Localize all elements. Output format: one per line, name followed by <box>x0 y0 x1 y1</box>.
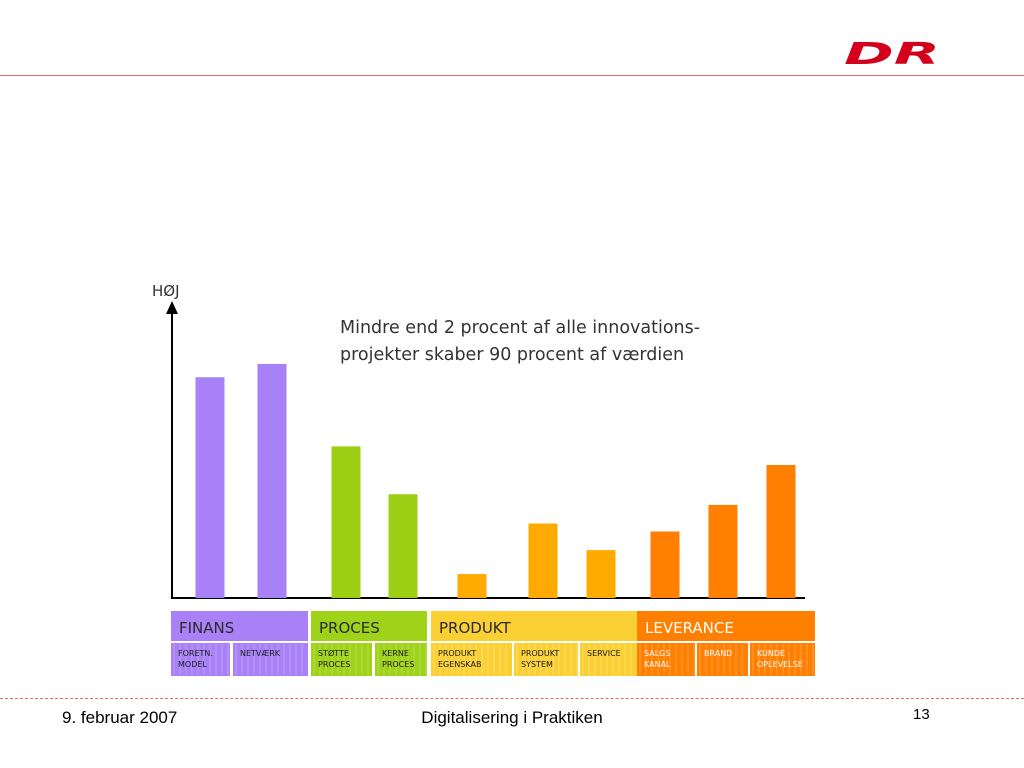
category-label-line: PROCES <box>382 660 414 669</box>
category-label-line: KANAL <box>644 660 671 669</box>
bar <box>650 531 680 598</box>
category-label-line: PRODUKT <box>438 649 476 658</box>
annotation-line-1: Mindre end 2 procent af alle innovations… <box>340 318 700 338</box>
group-header-label: PRODUKT <box>439 619 511 637</box>
category-label: FORETN. MODEL <box>178 649 213 669</box>
bar <box>457 574 487 598</box>
y-axis-arrow-icon <box>166 301 178 314</box>
group-header-proces <box>311 611 427 641</box>
category-label-line: KUNDE <box>757 649 785 658</box>
category-cell <box>431 643 512 676</box>
bar <box>195 377 225 598</box>
page-number: 13 <box>913 706 930 723</box>
category-label-line: FORETN. <box>178 649 213 658</box>
category-label: PRODUKT EGENSKAB <box>438 649 481 669</box>
footer-title: Digitalisering i Praktiken <box>421 708 603 727</box>
group-header-label: FINANS <box>179 619 234 637</box>
category-cell <box>375 643 427 676</box>
category-cell <box>233 643 308 676</box>
category-label: PRODUKT SYSTEM <box>521 649 559 669</box>
y-axis-label: HØJ <box>152 282 180 300</box>
group-header-finans <box>171 611 308 641</box>
category-label-line: EGENSKAB <box>438 660 481 669</box>
group-header-label: PROCES <box>319 619 380 637</box>
bar <box>257 363 287 598</box>
bar <box>528 523 558 598</box>
innovation-value-chart: HØJ Mindre end 2 procent af alle innovat… <box>152 282 815 676</box>
bar <box>708 504 738 598</box>
category-cell <box>580 643 637 676</box>
category-label-line: SERVICE <box>587 649 621 658</box>
category-cell <box>637 643 695 676</box>
footer-divider <box>0 698 1024 699</box>
group-header-leverance <box>637 611 815 641</box>
category-label-line: MODEL <box>178 660 207 669</box>
dr-logo: DR <box>844 38 940 68</box>
category-label: KUNDE OPLEVELSE <box>757 649 803 669</box>
bar <box>331 446 361 598</box>
category-label-line: KERNE <box>382 649 409 658</box>
category-label-line: OPLEVELSE <box>757 660 803 669</box>
category-label: STØTTE PROCES <box>318 648 350 669</box>
category-label-line: BRAND <box>704 649 732 658</box>
category-cell <box>311 643 372 676</box>
category-label-line: PRODUKT <box>521 649 559 658</box>
bar-series <box>195 363 796 598</box>
category-label: NETVÆRK <box>240 649 281 658</box>
category-label-line: SALGS <box>644 649 670 658</box>
bar <box>766 465 796 598</box>
chart-annotation: Mindre end 2 procent af alle innovations… <box>340 318 700 365</box>
category-cell <box>697 643 748 676</box>
annotation-line-2: projekter skaber 90 procent af værdien <box>340 345 684 365</box>
category-label-line: SYSTEM <box>521 660 553 669</box>
category-label: SALGS KANAL <box>644 649 671 669</box>
category-cell <box>514 643 578 676</box>
group-header-produkt <box>431 611 637 641</box>
category-label-line: PROCES <box>318 660 350 669</box>
top-divider <box>0 75 1024 76</box>
bar <box>388 494 418 598</box>
category-label-row: FORETN. MODEL NETVÆRK STØTTE PROCES KERNE PROC… <box>171 643 815 676</box>
category-cell <box>171 643 230 676</box>
category-label: SERVICE <box>587 649 621 658</box>
bar <box>586 550 616 598</box>
category-label-line: NETVÆRK <box>240 649 281 658</box>
group-header-row: FINANS PROCES PRODUKT LEVERANCE <box>171 611 815 641</box>
dr-logo-text: DR <box>844 38 940 68</box>
group-header-label: LEVERANCE <box>645 619 734 637</box>
footer-date: 9. februar 2007 <box>62 708 178 727</box>
category-label: BRAND <box>704 649 732 658</box>
category-label-line: STØTTE <box>318 648 349 658</box>
category-cell <box>750 643 815 676</box>
category-label: KERNE PROCES <box>382 649 414 669</box>
